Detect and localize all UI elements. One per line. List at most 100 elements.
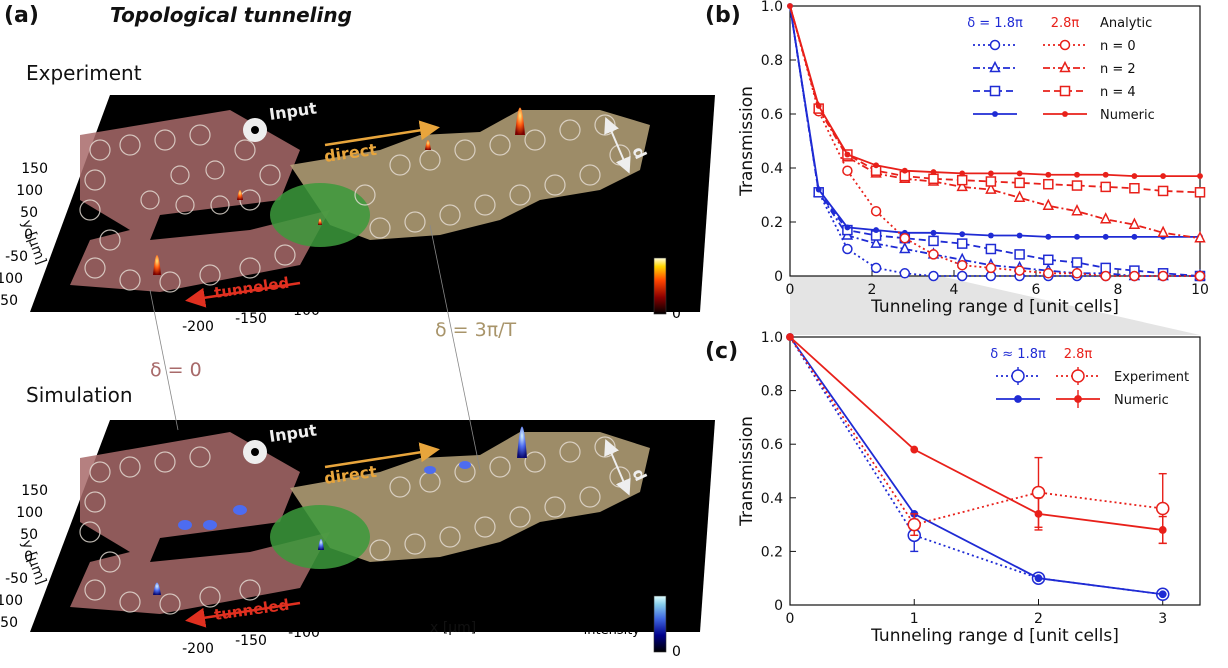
data-point [1100, 181, 1111, 193]
panel-a-label: (a) [4, 3, 39, 28]
data-point [1071, 268, 1083, 279]
simulation-map: Input direct tunneled d [30, 420, 715, 632]
data-point [956, 174, 968, 186]
delta-three-label: δ = 3π/T [435, 319, 517, 341]
map-x-tick: -100 [288, 625, 320, 641]
legend: δ ≈ 1.8π 2.8π Experiment Numeric [990, 347, 1189, 408]
map-x-tick: 200 [609, 255, 636, 271]
svg-text:intensity: intensity [584, 285, 641, 300]
data-point [1031, 485, 1046, 500]
data-point [844, 151, 851, 158]
map-x-tick: 150 [556, 585, 583, 601]
series-1.8π-numeric [786, 333, 1167, 599]
x-tick-label: 4 [950, 282, 959, 298]
data-point [928, 249, 939, 260]
data-point [1157, 270, 1169, 282]
data-point [1043, 178, 1054, 190]
data-point [1128, 217, 1141, 229]
x-tick-label: 6 [1032, 282, 1041, 298]
waveguide-sites-sim [79, 436, 631, 615]
data-point [1016, 232, 1023, 239]
legend-header: 2.8π [1051, 16, 1080, 31]
map-x-tick: -200 [182, 641, 214, 657]
series-line [789, 5, 1201, 194]
y-tick-label: 0.6 [761, 107, 783, 123]
data-point [786, 333, 794, 341]
svg-text:Norm.: Norm. [600, 605, 640, 620]
legend-header: δ = 1.8π [967, 16, 1023, 31]
y-tick-label: 0.8 [761, 53, 783, 69]
svg-text:intensity: intensity [584, 623, 641, 638]
data-point [928, 235, 939, 247]
data-point [987, 232, 994, 239]
data-point [1014, 395, 1022, 403]
x-tick-label: 8 [1114, 282, 1123, 298]
map-y-tick: 100 [16, 183, 43, 199]
data-point [1197, 173, 1203, 180]
series-2.8π-numeric [787, 3, 1203, 180]
data-point [985, 243, 997, 255]
series-line [789, 336, 1163, 526]
series-2.8π-experiment [789, 336, 1170, 545]
svg-text:Norm.: Norm. [600, 268, 640, 283]
legend-label: Numeric [1114, 393, 1169, 408]
map-x-tick: 0 [406, 609, 415, 625]
data-point [987, 170, 994, 177]
data-point [899, 232, 911, 244]
data-point [989, 60, 1001, 73]
y-tick-label: 0 [774, 269, 783, 285]
data-point [989, 39, 1001, 51]
data-point [844, 224, 851, 231]
svg-text:0: 0 [672, 644, 681, 660]
intensity-peaks [153, 107, 525, 275]
map-y-tick: 0 [24, 549, 33, 565]
data-point [787, 3, 793, 9]
data-point [1074, 233, 1080, 240]
map-x-tick: -100 [288, 303, 320, 319]
x-tick-label: 0 [786, 611, 795, 627]
map-y-tick: 0 [24, 227, 33, 243]
data-point [842, 165, 853, 176]
x-axis-label: Tunneling range d [unit cells] [870, 626, 1119, 646]
panel-a-ticks: 150 100 50 0 -50 -100 -150 -200 -150 -100 -50 0 50 10… [0, 161, 635, 657]
intensity-peaks-sim [153, 426, 527, 595]
data-point [1013, 190, 1026, 202]
map-y-tick: 150 [21, 483, 48, 499]
y-tick-label: 0.4 [761, 161, 783, 177]
data-point [956, 238, 968, 249]
data-point [870, 205, 882, 217]
data-point [1071, 257, 1083, 268]
map-x-tick: 0 [406, 287, 415, 303]
tunneled-arrow [185, 281, 301, 308]
data-point [1155, 501, 1170, 516]
panel-a-title: Topological tunneling [110, 3, 352, 27]
legend-header: 2.8π [1064, 347, 1093, 362]
data-point [1011, 369, 1025, 383]
data-point [1100, 270, 1111, 282]
data-point [1045, 233, 1052, 240]
delta-zero-label: δ = 0 [150, 359, 202, 381]
series-1.8π-experiment [789, 336, 1170, 602]
data-point [1131, 173, 1138, 180]
map-y-tick: -150 [0, 615, 18, 631]
data-point [956, 259, 968, 271]
legend-header: Analytic [1100, 16, 1152, 31]
plot-frame [789, 336, 1201, 606]
map-x-tick: 100 [503, 271, 530, 287]
data-point [1016, 170, 1023, 177]
data-point [959, 170, 966, 177]
data-point [1129, 183, 1140, 194]
data-point [985, 182, 997, 194]
series-2.8π-n=4 [789, 5, 1206, 198]
data-point [901, 167, 908, 174]
data-point [1102, 171, 1109, 178]
map-x-tick: -200 [182, 319, 214, 335]
map-y-tick: 100 [16, 505, 43, 521]
map-x-tick: -50 [346, 617, 369, 633]
map-x-tick: -50 [346, 295, 369, 311]
data-point [959, 231, 966, 238]
data-point [873, 162, 880, 169]
map-y-tick: -50 [5, 249, 28, 265]
data-point [1043, 268, 1054, 279]
data-point [1158, 590, 1167, 599]
